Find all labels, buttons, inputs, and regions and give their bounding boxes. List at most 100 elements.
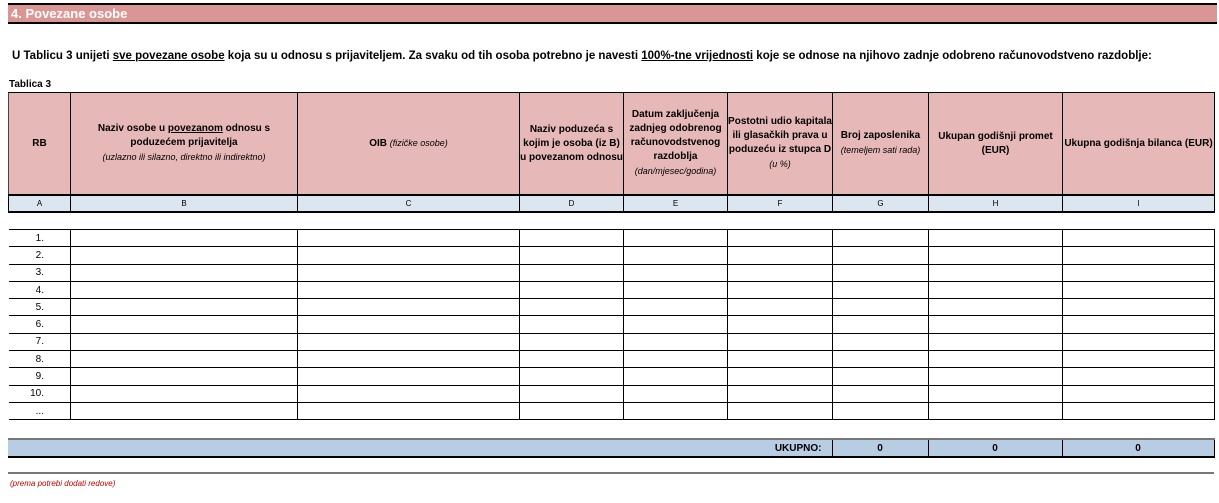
input-cell-g[interactable] xyxy=(832,280,929,300)
input-cell-h[interactable] xyxy=(928,350,1063,369)
input-cell-e[interactable] xyxy=(623,401,728,421)
input-cell-b[interactable] xyxy=(70,315,298,334)
input-cell-i[interactable] xyxy=(1062,263,1215,282)
input-cell-d[interactable] xyxy=(519,350,624,369)
input-cell-d[interactable] xyxy=(519,384,624,403)
input-cell-i[interactable] xyxy=(1062,298,1215,317)
input-cell-e[interactable] xyxy=(623,228,728,248)
input-cell-f[interactable] xyxy=(727,332,833,352)
input-cell-h[interactable] xyxy=(928,332,1063,352)
column-letter: H xyxy=(928,194,1063,213)
input-cell-g[interactable] xyxy=(832,263,929,282)
total-balance: 0 xyxy=(1061,438,1215,458)
input-cell-f[interactable] xyxy=(727,228,833,248)
input-cell-b[interactable] xyxy=(70,246,298,265)
input-cell-d[interactable] xyxy=(519,367,624,386)
input-cell-c[interactable] xyxy=(297,298,520,317)
input-cell-h[interactable] xyxy=(928,401,1063,421)
input-cell-e[interactable] xyxy=(623,280,728,300)
input-cell-b[interactable] xyxy=(70,367,298,386)
table-row: 9. xyxy=(8,367,1215,386)
input-cell-e[interactable] xyxy=(623,384,728,403)
input-cell-i[interactable] xyxy=(1062,401,1215,421)
input-cell-f[interactable] xyxy=(727,263,833,282)
input-cell-f[interactable] xyxy=(727,367,833,386)
input-cell-i[interactable] xyxy=(1062,315,1215,334)
input-cell-e[interactable] xyxy=(623,315,728,334)
input-cell-c[interactable] xyxy=(297,384,520,403)
input-cell-b[interactable] xyxy=(70,384,298,403)
input-cell-g[interactable] xyxy=(832,298,929,317)
input-cell-h[interactable] xyxy=(928,367,1063,386)
input-cell-f[interactable] xyxy=(727,384,833,403)
input-cell-d[interactable] xyxy=(519,228,624,248)
input-cell-c[interactable] xyxy=(297,315,520,334)
input-cell-i[interactable] xyxy=(1062,367,1215,386)
input-cell-h[interactable] xyxy=(928,315,1063,334)
input-cell-e[interactable] xyxy=(623,350,728,369)
input-cell-h[interactable] xyxy=(928,246,1063,265)
input-cell-i[interactable] xyxy=(1062,246,1215,265)
input-cell-e[interactable] xyxy=(623,367,728,386)
input-cell-e[interactable] xyxy=(623,246,728,265)
input-cell-h[interactable] xyxy=(928,280,1063,300)
input-cell-f[interactable] xyxy=(727,298,833,317)
column-letter: B xyxy=(70,194,298,213)
input-cell-c[interactable] xyxy=(297,280,520,300)
input-cell-g[interactable] xyxy=(832,401,929,421)
input-cell-c[interactable] xyxy=(297,228,520,248)
input-cell-h[interactable] xyxy=(928,298,1063,317)
input-cell-h[interactable] xyxy=(928,384,1063,403)
column-letter: E xyxy=(623,194,728,213)
table-row: 1. xyxy=(8,228,1215,248)
row-number: ... xyxy=(8,401,71,421)
input-cell-c[interactable] xyxy=(297,246,520,265)
header-name: Naziv osobe u povezanom odnosu s poduzeć… xyxy=(70,92,298,196)
input-cell-d[interactable] xyxy=(519,401,624,421)
column-letter: C xyxy=(297,194,520,213)
input-cell-i[interactable] xyxy=(1062,384,1215,403)
input-cell-b[interactable] xyxy=(70,350,298,369)
input-cell-g[interactable] xyxy=(832,384,929,403)
row-number: 10. xyxy=(8,384,71,403)
input-cell-h[interactable] xyxy=(928,228,1063,248)
input-cell-b[interactable] xyxy=(70,280,298,300)
input-cell-e[interactable] xyxy=(623,263,728,282)
input-cell-h[interactable] xyxy=(928,263,1063,282)
input-cell-g[interactable] xyxy=(832,332,929,352)
input-cell-d[interactable] xyxy=(519,263,624,282)
input-cell-g[interactable] xyxy=(832,228,929,248)
input-cell-e[interactable] xyxy=(623,332,728,352)
header-company: Naziv poduzeća s kojim je osoba (iz B) u… xyxy=(519,92,624,196)
input-cell-c[interactable] xyxy=(297,263,520,282)
input-cell-i[interactable] xyxy=(1062,228,1215,248)
input-cell-g[interactable] xyxy=(832,315,929,334)
input-cell-f[interactable] xyxy=(727,280,833,300)
input-cell-b[interactable] xyxy=(70,332,298,352)
input-cell-f[interactable] xyxy=(727,246,833,265)
input-cell-b[interactable] xyxy=(70,263,298,282)
input-cell-c[interactable] xyxy=(297,367,520,386)
input-cell-b[interactable] xyxy=(70,298,298,317)
input-cell-c[interactable] xyxy=(297,332,520,352)
input-cell-f[interactable] xyxy=(727,350,833,369)
input-cell-c[interactable] xyxy=(297,350,520,369)
header-date: Datum zaključenja zadnjeg odobrenog raču… xyxy=(623,92,728,196)
input-cell-d[interactable] xyxy=(519,280,624,300)
input-cell-d[interactable] xyxy=(519,298,624,317)
input-cell-d[interactable] xyxy=(519,246,624,265)
input-cell-d[interactable] xyxy=(519,332,624,352)
input-cell-i[interactable] xyxy=(1062,332,1215,352)
input-cell-i[interactable] xyxy=(1062,280,1215,300)
input-cell-b[interactable] xyxy=(70,401,298,421)
input-cell-g[interactable] xyxy=(832,367,929,386)
input-cell-g[interactable] xyxy=(832,246,929,265)
input-cell-c[interactable] xyxy=(297,401,520,421)
input-cell-d[interactable] xyxy=(519,315,624,334)
input-cell-e[interactable] xyxy=(623,298,728,317)
input-cell-f[interactable] xyxy=(727,401,833,421)
input-cell-g[interactable] xyxy=(832,350,929,369)
input-cell-f[interactable] xyxy=(727,315,833,334)
input-cell-b[interactable] xyxy=(70,228,298,248)
input-cell-i[interactable] xyxy=(1062,350,1215,369)
